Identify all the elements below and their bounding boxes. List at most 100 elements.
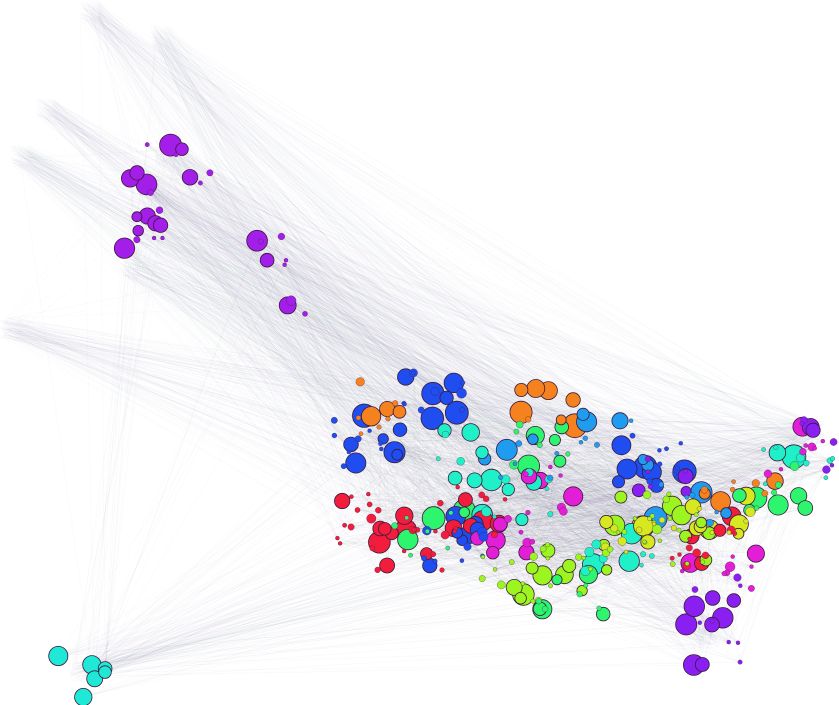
graph-edge: [10, 149, 422, 411]
graph-edge: [554, 439, 656, 519]
graph-edge: [175, 154, 533, 569]
graph-node-red: [395, 506, 414, 525]
graph-edge: [147, 144, 468, 547]
graph-node-magenta: [504, 515, 512, 523]
graph-edge: [550, 547, 690, 587]
graph-edge: [364, 415, 713, 625]
graph-edge: [10, 332, 515, 588]
graph-edge: [2, 326, 539, 602]
graph-edge: [560, 425, 821, 476]
graph-edge: [136, 216, 562, 428]
graph-edge: [0, 320, 499, 524]
graph-edge: [150, 26, 701, 527]
graph-node-bright-green: [732, 488, 747, 503]
graph-edge: [181, 149, 533, 440]
graph-edge: [83, 528, 381, 698]
graph-edge: [45, 110, 747, 497]
graph-edge: [542, 606, 695, 610]
graph-edge: [661, 519, 705, 641]
graph-node-red: [366, 513, 377, 524]
graph-edge: [651, 530, 680, 557]
graph-edge: [52, 103, 741, 586]
graph-edge: [147, 173, 702, 493]
graph-edge: [685, 419, 805, 537]
graph-node-violet-upper-left: [285, 295, 297, 306]
graph-edge: [127, 255, 575, 426]
graph-edge: [209, 172, 380, 543]
graph-edge: [685, 435, 818, 472]
graph-edge: [598, 494, 648, 609]
graph-edge: [461, 393, 702, 564]
graph-edge: [124, 270, 678, 469]
graph-edge: [81, 18, 428, 532]
graph-edge: [334, 420, 832, 466]
graph-edge: [10, 145, 433, 419]
graph-edge: [126, 255, 756, 484]
graph-edge: [360, 381, 475, 481]
graph-edge: [383, 434, 446, 439]
graph-edge: [164, 143, 799, 496]
graph-edge: [74, 548, 544, 665]
graph-edge: [189, 177, 405, 405]
graph-edge: [140, 177, 306, 314]
graph-edge: [174, 157, 562, 428]
graph-edge: [162, 144, 757, 509]
graph-node-blue: [392, 422, 408, 437]
graph-edge: [128, 266, 648, 472]
graph-edge: [123, 274, 574, 497]
graph-edge: [550, 471, 652, 515]
graph-edge: [209, 172, 519, 444]
graph-edge: [122, 259, 765, 494]
graph-edge: [739, 446, 813, 663]
graph-node-red: [439, 567, 445, 573]
graph-edge: [131, 241, 261, 260]
graph-edge: [158, 39, 806, 509]
graph-edge: [440, 473, 768, 504]
graph-edge: [146, 184, 584, 559]
graph-node-violet-upper-left: [147, 189, 154, 196]
graph-edge: [465, 499, 683, 572]
graph-edge: [156, 25, 833, 466]
graph-edge: [369, 477, 826, 505]
graph-edge: [532, 414, 584, 569]
graph-edge: [25, 155, 607, 523]
graph-node-purple-lower-right: [704, 616, 720, 633]
graph-node-violet-upper-left: [283, 258, 289, 263]
graph-node-violet-upper-left: [181, 169, 199, 186]
graph-edge: [53, 105, 721, 531]
graph-edge: [89, 589, 696, 669]
graph-edge: [29, 147, 381, 444]
graph-node-violet-upper-left: [160, 235, 165, 241]
graph-node-sky: [611, 412, 629, 430]
graph-edge: [692, 430, 814, 507]
graph-edge: [89, 18, 381, 444]
graph-edge: [618, 481, 720, 645]
graph-edge: [87, 240, 258, 682]
graph-node-magenta: [812, 446, 817, 451]
graph-edge: [143, 188, 587, 422]
graph-node-orange: [700, 486, 709, 494]
graph-node-lime: [497, 580, 506, 590]
graph-edge: [618, 481, 636, 519]
graph-edge: [368, 434, 446, 495]
graph-edge: [86, 14, 446, 435]
graph-edge: [82, 565, 430, 663]
graph-node-blue: [331, 432, 338, 439]
graph-edge: [543, 548, 687, 566]
graph-edge: [10, 150, 359, 439]
graph-edge: [73, 458, 485, 669]
graph-edge: [89, 420, 335, 677]
graph-node-sky: [578, 440, 584, 445]
graph-edge: [369, 430, 713, 622]
graph-edge: [539, 608, 704, 641]
graph-edge: [90, 5, 381, 444]
graph-edge: [287, 305, 461, 462]
graph-node-lime: [642, 490, 652, 499]
graph-edge: [260, 241, 621, 498]
graph-edge: [130, 178, 673, 507]
graph-edge: [446, 397, 703, 665]
graph-node-lime: [575, 553, 583, 561]
graph-edge: [564, 494, 648, 575]
graph-edge: [170, 144, 447, 398]
graph-node-violet-upper-left: [153, 217, 169, 233]
